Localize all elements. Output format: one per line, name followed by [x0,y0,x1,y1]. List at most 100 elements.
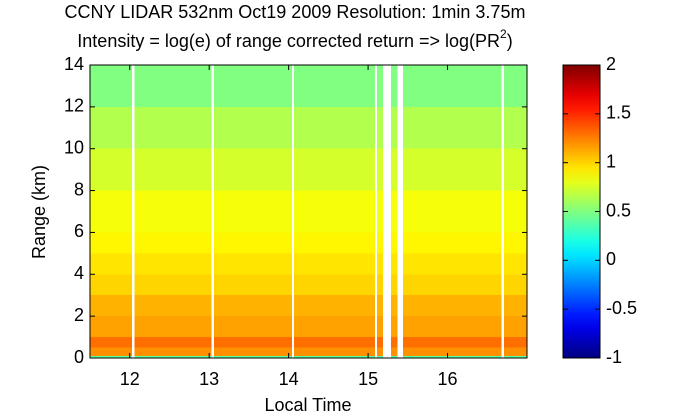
colorbar-tick-label: 0 [606,249,616,269]
heat-cell [391,232,398,254]
heat-cell [134,106,212,149]
heat-cell [403,316,502,338]
colorbar-tick-label: -0.5 [606,298,637,318]
heat-cell [134,274,212,296]
heat-cell [503,232,527,254]
heat-cell [134,347,212,356]
heat-cell [90,274,133,296]
heat-cell [90,337,133,348]
plot-frame [89,64,528,359]
heat-cell [376,65,384,107]
heat-cell [503,148,527,191]
heat-cell [403,347,502,356]
y-tick-label: 8 [74,179,84,199]
heat-cell [134,253,212,275]
heat-cell [391,253,398,275]
heat-cell [403,253,502,275]
y-tick-label: 12 [64,96,84,116]
heat-cell [403,65,502,107]
y-tick-label: 10 [64,137,84,157]
heat-cell [213,253,292,275]
heat-cell [503,295,527,317]
heat-cell [376,190,384,233]
colorbar-tick-label: 2 [606,54,616,74]
heat-cell [213,274,292,296]
heat-cell [403,190,502,233]
heat-cell [391,65,398,107]
heat-cell [403,274,502,296]
heat-cell [391,106,398,149]
heat-cell [403,106,502,149]
heat-cell [403,295,502,317]
heat-cell [391,148,398,191]
heat-cell [134,295,212,317]
heat-cell [213,65,292,107]
heat-cell [391,274,398,296]
heat-cell [376,106,384,149]
heat-cell [213,232,292,254]
heat-cell [294,232,376,254]
heat-cell [213,106,292,149]
heat-cell [134,148,212,191]
heat-cell [376,253,384,275]
heat-cell [376,274,384,296]
heat-cell [403,232,502,254]
heat-cell [403,355,502,358]
heat-cell [294,316,376,338]
heat-cell [134,65,212,107]
heat-cell [213,337,292,348]
heat-cell [376,148,384,191]
y-axis-label: Range (km) [29,165,49,259]
heat-cell [294,190,376,233]
heat-cell [376,337,384,348]
heat-cell [503,274,527,296]
x-axis-label: Local Time [264,395,351,415]
y-tick-label: 6 [74,221,84,241]
y-tick-label: 0 [74,347,84,367]
heat-cell [90,355,133,358]
heat-cell [376,355,384,358]
subtitle-text: Intensity = log(e) of range corrected re… [77,31,500,51]
heat-cell [134,316,212,338]
heat-cell [90,190,133,233]
heat-cell [503,355,527,358]
x-tick-label: 14 [279,369,299,389]
heat-cell [294,253,376,275]
heat-cell [503,337,527,348]
heat-cell [403,337,502,348]
heat-cell [503,316,527,338]
heat-cell [90,148,133,191]
heat-cell [391,295,398,317]
heat-cell [294,295,376,317]
heat-cell [90,106,133,149]
heat-cell [213,295,292,317]
heat-cell [294,274,376,296]
heat-cell [403,148,502,191]
heat-cell [294,355,376,358]
heat-cell [376,295,384,317]
heat-cell [90,316,133,338]
colorbar-tick-label: 1.5 [606,103,631,123]
heat-cell [503,106,527,149]
heat-cell [391,316,398,338]
heat-cell [213,148,292,191]
y-tick-label: 4 [74,263,84,283]
heat-cell [391,347,398,356]
heat-cell [294,347,376,356]
heat-cell [294,148,376,191]
heat-cell [213,190,292,233]
heat-cell [391,355,398,358]
heat-cell [391,190,398,233]
x-tick-label: 15 [358,369,378,389]
heat-cell [213,355,292,358]
heat-cell [90,253,133,275]
heat-cell [134,337,212,348]
colorbar-tick-label: 0.5 [606,200,631,220]
heat-cell [134,232,212,254]
y-tick-label: 14 [64,54,84,74]
heat-cell [376,347,384,356]
heat-cell [90,295,133,317]
heat-cell [503,347,527,356]
heat-cell [376,232,384,254]
heat-cell [294,337,376,348]
